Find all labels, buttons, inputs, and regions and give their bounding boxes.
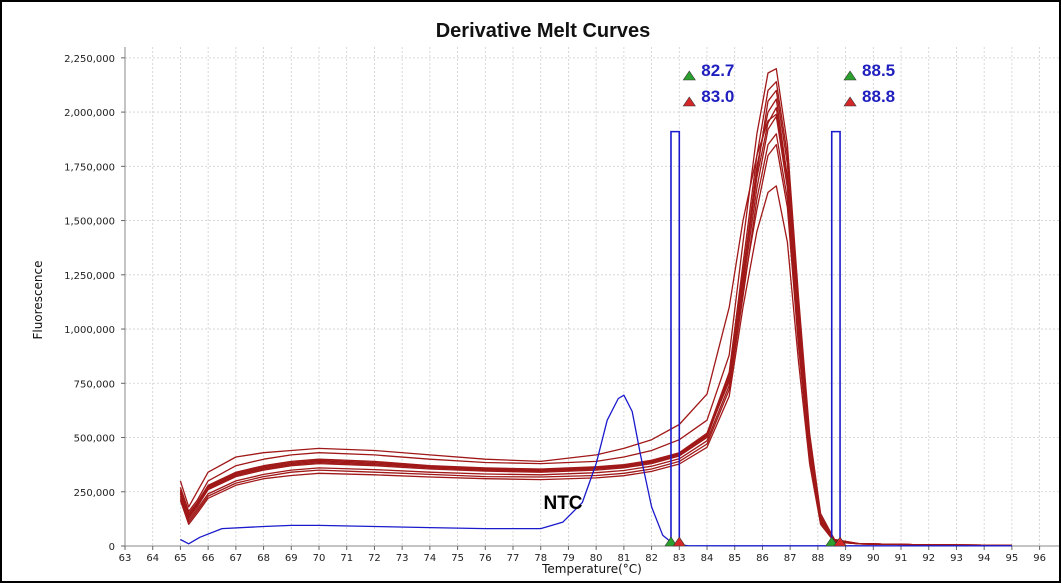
marker-start-handle-top[interactable] [682,70,696,81]
x-tick-label: 70 [313,553,326,564]
marker-bracket[interactable] [830,130,841,546]
x-tick-label: 79 [562,553,575,564]
x-tick-label: 64 [146,553,159,564]
x-tick-label: 84 [701,553,714,564]
marker-end-label: 88.8 [862,87,895,106]
x-tick-label: 94 [978,553,991,564]
marker-start-handle-top[interactable] [843,70,857,81]
y-tick-label: 0 [109,542,115,553]
x-tick-label: 74 [423,553,436,564]
x-tick-label: 83 [673,553,686,564]
marker-start-label: 88.5 [862,61,895,80]
x-tick-label: 80 [590,553,603,564]
x-tick-label: 73 [396,553,409,564]
x-tick-label: 71 [340,553,353,564]
x-tick-label: 96 [1033,553,1046,564]
sample-curve-10 [179,89,1012,546]
grid-lines [124,47,1059,547]
x-tick-label: 69 [285,553,298,564]
marker-end-handle-top[interactable] [843,96,857,107]
x-tick-label: 87 [784,553,797,564]
y-tick-label: 1,250,000 [64,271,115,282]
y-axis-ticks: 0 250,000 500,000 750,000 1,000,000 1,250,000… [64,54,125,553]
x-tick-label: 67 [229,553,242,564]
y-tick-label: 2,000,000 [64,108,115,119]
sample-curve-9 [179,107,1012,546]
x-tick-label: 82 [645,553,658,564]
x-axis-ticks: 63 64 65 66 67 68 69 70 71 72 73 74 75 76 77 78 79 80 81 82… [119,546,1046,564]
y-tick-label: 1,500,000 [64,217,115,228]
marker-start-handle-bottom[interactable] [664,536,678,547]
x-tick-label: 68 [257,553,270,564]
melt-marker-2[interactable]: 88.5 88.8 [825,61,895,547]
x-axis-title: Temperature(°C) [541,562,642,576]
x-tick-label: 89 [839,553,852,564]
marker-start-handle-bottom[interactable] [825,536,839,547]
chart-title: Derivative Melt Curves [436,20,651,42]
ntc-curve-group [180,394,1012,547]
marker-end-label: 83.0 [701,87,734,106]
sample-curve-3 [179,68,1012,546]
x-tick-label: 81 [618,553,631,564]
sample-curves [179,68,1012,546]
ntc-curve [180,394,1012,547]
x-tick-label: 91 [895,553,908,564]
x-tick-label: 88 [812,553,825,564]
sample-curve-6 [179,143,1012,546]
marker-bracket[interactable] [670,130,681,546]
x-tick-label: 78 [534,553,547,564]
x-tick-label: 90 [867,553,880,564]
marker-end-handle-top[interactable] [682,96,696,107]
y-axis-title: Fluorescence [31,260,45,339]
x-tick-label: 65 [174,553,187,564]
sample-curve-7 [179,185,1012,546]
x-tick-label: 66 [202,553,215,564]
x-tick-label: 93 [950,553,963,564]
marker-end-handle-bottom[interactable] [833,536,847,547]
melt-markers[interactable]: 82.7 83.0 88.5 88.8 [664,61,895,547]
x-tick-label: 95 [1006,553,1019,564]
y-tick-label: 750,000 [74,379,115,390]
x-tick-label: 72 [368,553,381,564]
y-tick-label: 1,000,000 [64,325,115,336]
y-tick-label: 1,750,000 [64,162,115,173]
x-tick-label: 76 [479,553,492,564]
x-tick-label: 63 [119,553,132,564]
x-tick-label: 92 [922,553,935,564]
x-tick-label: 75 [451,553,464,564]
x-tick-label: 85 [728,553,741,564]
x-tick-label: 86 [756,553,769,564]
melt-marker-1[interactable]: 82.7 83.0 [664,61,734,547]
y-tick-label: 500,000 [74,434,115,445]
marker-start-label: 82.7 [701,61,734,80]
y-tick-label: 2,250,000 [64,54,115,65]
axes [124,47,1059,547]
ntc-annotation: NTC [543,493,582,514]
y-tick-label: 250,000 [74,488,115,499]
marker-end-handle-bottom[interactable] [672,536,686,547]
x-tick-label: 77 [507,553,520,564]
